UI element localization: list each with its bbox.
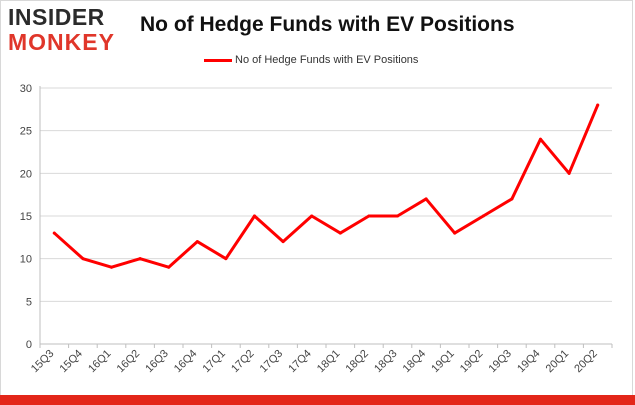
y-tick-label: 10 [20,254,32,266]
data-point [167,265,171,269]
data-point [195,240,199,244]
series-line [52,103,600,269]
y-tick-label: 30 [20,83,32,95]
line-chart-plot: 0 5 10 15 20 25 30 15Q3 15Q4 16Q1 16Q2 16Q3 16Q4 17Q1… [20,83,613,376]
x-tick-label: 19Q4 [515,348,543,376]
logo-line-insider: INSIDER [8,4,105,30]
data-point [367,214,371,218]
data-point [396,214,399,218]
x-tick-label: 16Q1 [86,348,114,376]
y-tick-label: 15 [20,211,32,223]
x-tick-label: 18Q2 [343,348,371,376]
x-tick-label: 19Q2 [458,348,486,376]
insider-monkey-logo: INSIDER MONKEY [8,4,118,54]
data-point [310,214,314,218]
data-point [481,214,485,218]
x-tick-label: 17Q4 [286,348,314,376]
data-point [138,257,142,261]
bottom-accent-bar [0,395,635,405]
y-tick-label: 25 [20,126,32,138]
data-point [253,214,256,218]
legend-swatch [204,59,232,62]
x-tick-label: 18Q3 [372,348,400,376]
x-tick-label: 19Q3 [486,348,514,376]
data-point [224,257,228,261]
data-point [453,231,457,235]
data-point [52,231,56,235]
x-tick-label: 15Q4 [57,348,85,376]
x-tick-label: 17Q2 [229,348,257,376]
y-tick-label: 5 [26,296,32,308]
data-point [596,103,600,107]
legend-label: No of Hedge Funds with EV Positions [235,54,419,66]
logo-line-monkey: MONKEY [8,29,115,55]
x-tick-label: 19Q1 [429,348,457,376]
x-tick-label: 20Q2 [572,348,600,376]
data-point [510,197,514,201]
x-tick-label: 16Q4 [172,348,200,376]
x-tick-label: 15Q3 [29,348,57,376]
x-tick-label: 20Q1 [544,348,572,376]
y-tick-label: 20 [20,168,32,180]
data-point [81,257,85,261]
x-tick-label: 18Q4 [401,348,429,376]
x-tick-label: 16Q2 [115,348,143,376]
data-point [110,265,113,269]
data-point [567,171,571,175]
x-tick-label: 18Q1 [315,348,343,376]
x-tick-label: 16Q3 [143,348,171,376]
data-point [424,197,428,201]
data-point [539,137,542,141]
data-point [281,240,285,244]
y-tick-label: 0 [26,339,32,351]
x-tick-label: 17Q3 [258,348,286,376]
data-point [338,231,342,235]
x-tick-label: 17Q1 [200,348,228,376]
chart-title: No of Hedge Funds with EV Positions [140,13,515,36]
